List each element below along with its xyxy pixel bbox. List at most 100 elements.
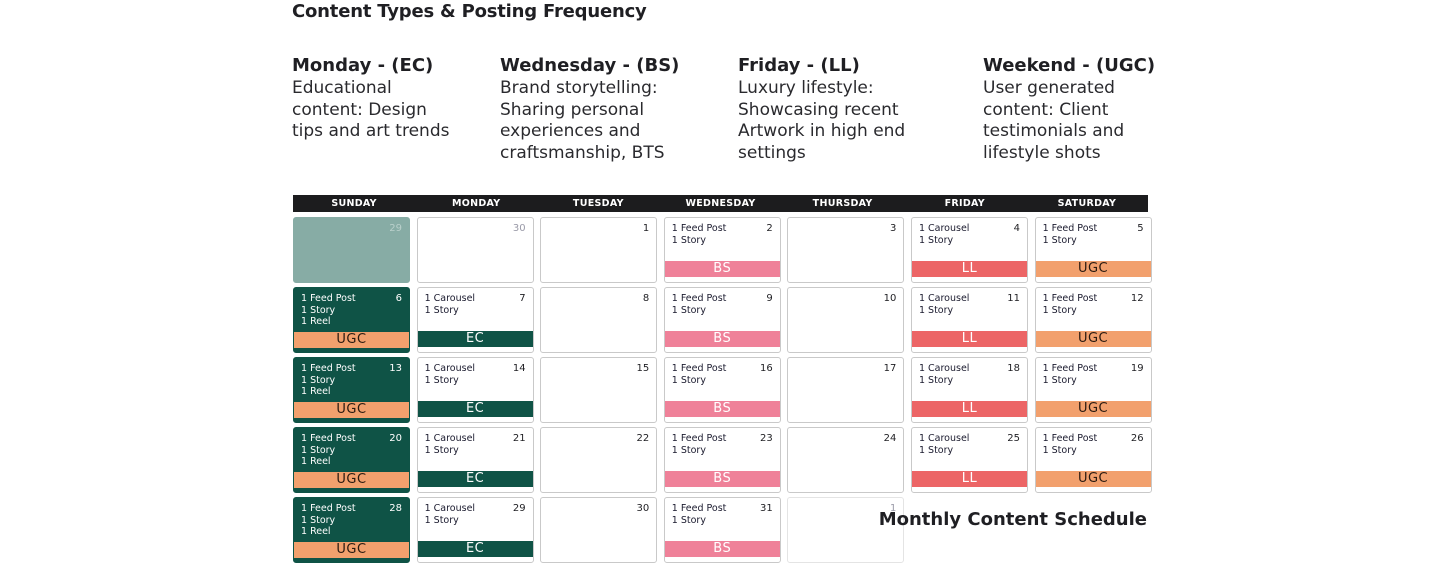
calendar-day-cell[interactable]: 29 [293, 217, 410, 283]
calendar-day-cell[interactable]: 5 1 Feed Post 1 Story UGC [1034, 217, 1152, 283]
post-list: 1 Carousel 1 Story [919, 433, 969, 456]
calendar-day-cell[interactable]: 17 [787, 357, 905, 423]
content-tag-ugc: UGC [1035, 401, 1151, 417]
calendar-day-cell[interactable]: 25 1 Carousel 1 Story LL [910, 427, 1028, 493]
calendar-day-cell[interactable]: 11 1 Carousel 1 Story LL [910, 287, 1028, 353]
content-tag-ugc: UGC [294, 542, 409, 558]
post-item: 1 Reel [301, 386, 331, 397]
post-item: 1 Feed Post [1042, 223, 1098, 234]
calendar-day-cell[interactable]: 24 [787, 427, 905, 493]
calendar-day-cell[interactable]: 15 [540, 357, 658, 423]
content-type-description: Luxury lifestyle: Showcasing recent Artw… [738, 78, 906, 163]
calendar-day-cell[interactable]: 6 1 Feed Post 1 Story 1 Reel UGC [293, 287, 410, 353]
day-number: 13 [389, 363, 402, 374]
day-number: 28 [389, 503, 402, 514]
post-list: 1 Feed Post 1 Story [1043, 223, 1098, 246]
calendar-day-cell[interactable]: 2 1 Feed Post 1 Story BS [663, 217, 781, 283]
post-list: 1 Feed Post 1 Story 1 Reel [301, 363, 356, 398]
day-number: 6 [395, 293, 402, 304]
calendar-day-cell[interactable]: 30 [540, 497, 658, 563]
day-number: 26 [1130, 433, 1144, 444]
post-item: 1 Carousel [918, 363, 970, 374]
weekday-thursday: THURSDAY [812, 198, 873, 209]
calendar-grid: 29 30 1 2 1 Feed Post 1 Story BS 3 4 1 Carousel 1 … [293, 217, 1152, 563]
content-tag-bs: BS [664, 401, 780, 417]
day-number: 23 [760, 433, 773, 444]
calendar-day-cell[interactable]: 13 1 Feed Post 1 Story 1 Reel UGC [293, 357, 410, 423]
content-tag-ugc: UGC [1035, 331, 1151, 347]
calendar-day-cell[interactable]: 18 1 Carousel 1 Story LL [910, 357, 1028, 423]
calendar-day-cell[interactable]: 20 1 Feed Post 1 Story 1 Reel UGC [293, 427, 410, 493]
calendar-day-cell[interactable]: 21 1 Carousel 1 Story EC [416, 427, 534, 493]
calendar-day-cell[interactable]: 19 1 Feed Post 1 Story UGC [1034, 357, 1152, 423]
content-tag-bs: BS [664, 331, 780, 347]
content-tag-ec: EC [417, 541, 533, 557]
calendar-day-cell[interactable]: 8 [540, 287, 658, 353]
post-item: 1 Carousel [918, 293, 970, 304]
calendar-day-cell[interactable]: 1 [540, 217, 658, 283]
post-list: 1 Feed Post 1 Story [1043, 433, 1098, 456]
day-number: 18 [1007, 363, 1020, 374]
post-item: 1 Reel [301, 456, 331, 467]
content-type-heading: Weekend - (UGC) [983, 55, 1156, 76]
day-number: 9 [766, 293, 773, 304]
content-type-description: User generated content: Client testimoni… [983, 78, 1125, 163]
content-tag-ec: EC [417, 401, 533, 417]
content-tag-bs: BS [664, 261, 780, 277]
calendar-day-cell[interactable]: 29 1 Carousel 1 Story EC [416, 497, 534, 563]
post-item: 1 Story [424, 514, 459, 526]
calendar-day-cell[interactable]: 10 [787, 287, 905, 353]
calendar-day-cell[interactable]: 23 1 Feed Post 1 Story BS [663, 427, 781, 493]
calendar-day-cell[interactable]: 3 [787, 217, 905, 283]
content-type-heading: Friday - (LL) [738, 55, 860, 76]
monthly-calendar: SUNDAY MONDAY TUESDAY WEDNESDAY THURSDAY… [293, 195, 1152, 563]
calendar-day-cell[interactable]: 22 [540, 427, 658, 493]
weekday-monday: MONDAY [451, 198, 501, 209]
post-item: 1 Story [671, 444, 706, 456]
post-list: 1 Feed Post 1 Story 1 Reel [301, 293, 356, 328]
calendar-day-cell[interactable]: 12 1 Feed Post 1 Story UGC [1034, 287, 1152, 353]
post-list: 1 Carousel 1 Story [919, 293, 969, 316]
post-item: 1 Carousel [424, 293, 476, 304]
content-tag-bs: BS [664, 541, 780, 557]
post-item: 1 Carousel [918, 433, 970, 444]
day-number: 15 [636, 363, 650, 374]
post-item: 1 Story [301, 514, 336, 526]
post-item: 1 Story [1042, 304, 1077, 316]
day-number: 24 [883, 433, 897, 444]
calendar-day-cell[interactable]: 26 1 Feed Post 1 Story UGC [1034, 427, 1152, 493]
post-list: 1 Feed Post 1 Story [672, 363, 727, 386]
calendar-day-cell[interactable]: 9 1 Feed Post 1 Story BS [663, 287, 781, 353]
day-number: 10 [883, 293, 897, 304]
calendar-day-cell[interactable]: 30 [416, 217, 534, 283]
post-item: 1 Story [301, 444, 336, 456]
day-number: 22 [636, 433, 650, 444]
calendar-day-cell[interactable]: 7 1 Carousel 1 Story EC [416, 287, 534, 353]
post-item: 1 Story [671, 374, 706, 386]
post-item: 1 Feed Post [671, 363, 727, 374]
calendar-day-cell[interactable]: 16 1 Feed Post 1 Story BS [663, 357, 781, 423]
content-tag-ll: LL [911, 401, 1027, 417]
calendar-day-cell[interactable]: 31 1 Feed Post 1 Story BS [663, 497, 781, 563]
post-item: 1 Story [1042, 234, 1077, 246]
post-item: 1 Feed Post [671, 293, 727, 304]
day-number: 12 [1130, 293, 1144, 304]
post-item: 1 Story [918, 304, 954, 316]
post-item: 1 Feed Post [1042, 433, 1098, 444]
weekday-friday: FRIDAY [944, 198, 985, 209]
post-list: 1 Carousel 1 Story [919, 223, 969, 246]
post-list: 1 Feed Post 1 Story 1 Reel [301, 433, 356, 468]
post-item: 1 Feed Post [301, 293, 356, 304]
content-type-heading: Monday - (EC) [292, 55, 434, 76]
day-number: 11 [1007, 293, 1020, 304]
day-number: 20 [389, 433, 402, 444]
post-item: 1 Feed Post [671, 503, 727, 514]
calendar-day-cell[interactable]: 14 1 Carousel 1 Story EC [416, 357, 534, 423]
calendar-day-cell[interactable]: 1 [787, 497, 905, 563]
post-item: 1 Story [918, 374, 954, 386]
post-list: 1 Feed Post 1 Story [672, 293, 727, 316]
calendar-day-cell[interactable]: 4 1 Carousel 1 Story LL [910, 217, 1028, 283]
content-type-description: Educational content: Design tips and art… [292, 78, 450, 142]
day-number: 3 [890, 223, 897, 234]
calendar-day-cell[interactable]: 28 1 Feed Post 1 Story 1 Reel UGC [293, 497, 410, 563]
